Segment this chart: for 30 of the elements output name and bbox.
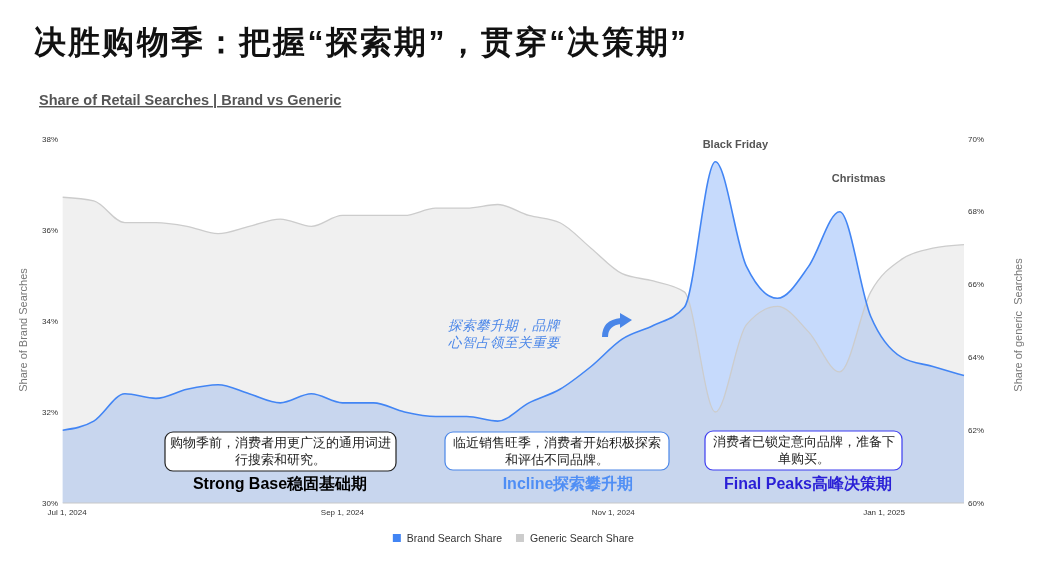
y-tick-label: 30% (41, 498, 58, 508)
x-tick-label: Nov 1, 2024 (591, 508, 636, 517)
annotation: Final Peaks高峰决策期 (723, 474, 893, 492)
y-tick-label: 34% (41, 316, 58, 326)
annotation: Christmas (831, 171, 886, 184)
legend-label: Brand Search Share (406, 532, 503, 544)
x-tick-label: Jan 1, 2025 (863, 508, 906, 517)
legend-label: Generic Search Share (529, 532, 635, 544)
chart-subtitle: Share of Retail Searches | Brand vs Generic (39, 92, 342, 108)
chart-title: 决胜购物季：把握“探索期”，贯穿“决策期” (34, 24, 689, 60)
y-tick-label: 36% (41, 225, 58, 235)
y2-axis-title: Share of generic Searches (1012, 257, 1024, 392)
annotation: Black Friday (702, 137, 769, 150)
y-axis-title: Share of Brand Searches (17, 267, 29, 392)
annotation: Incline探索攀升期 (502, 475, 634, 492)
y2-tick-label: 70% (968, 134, 985, 144)
annotation: 临近销售旺季，消费者开始积极探索和评估不同品牌。 (453, 434, 661, 467)
y2-tick-label: 66% (968, 280, 985, 290)
annotation: 探索攀升期，品牌心智占领至关重要 (448, 318, 562, 350)
x-tick-label: Sep 1, 2024 (320, 508, 365, 517)
y-tick-label: 38% (41, 134, 58, 144)
annotation: Strong Base稳固基础期 (192, 475, 368, 492)
y2-tick-label: 60% (968, 498, 985, 508)
y2-tick-label: 62% (968, 425, 985, 435)
x-tick-label: Jul 1, 2024 (47, 508, 88, 517)
annotation: 购物季前，消费者用更广泛的通用词进行搜索和研究。 (170, 434, 391, 467)
annotation: 消费者已锁定意向品牌，准备下单购买。 (712, 433, 895, 466)
y2-tick-label: 64% (968, 352, 985, 362)
y-tick-label: 32% (41, 407, 58, 417)
y2-tick-label: 68% (968, 207, 985, 217)
